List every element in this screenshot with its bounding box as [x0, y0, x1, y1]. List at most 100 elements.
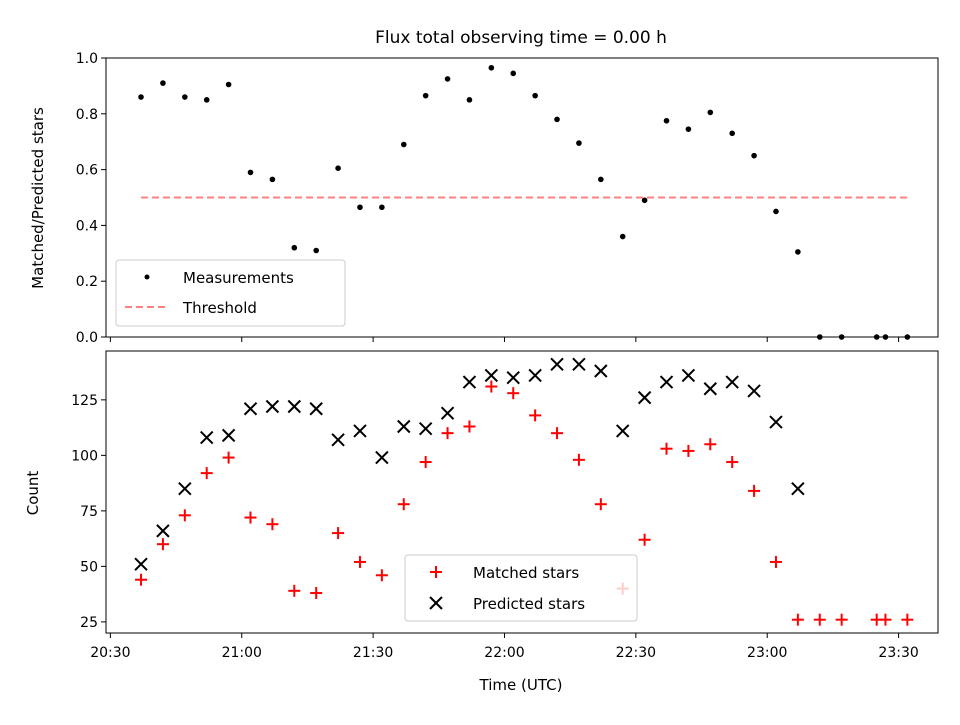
- predicted-star-point: [353, 424, 367, 438]
- measurement-point: [751, 152, 757, 159]
- predicted-star-mark-b: [616, 424, 630, 438]
- measurement-point: [707, 109, 714, 116]
- bottom-xtick-label: 20:30: [90, 645, 130, 661]
- measurement-point: [729, 130, 735, 137]
- measurement-point: [357, 204, 363, 211]
- matched-star-point: [485, 380, 498, 393]
- top-ytick-label: 1.0: [76, 51, 98, 67]
- measurement-point: [554, 116, 560, 123]
- measurement-point: [160, 80, 166, 86]
- predicted-star-mark-b: [791, 481, 805, 496]
- predicted-star-mark-b: [287, 399, 302, 414]
- predicted-star-point: [134, 557, 148, 571]
- top-ytick-label: 0.8: [76, 107, 98, 123]
- predicted-star-mark-b: [200, 430, 214, 445]
- measurement-point: [685, 126, 692, 132]
- matched-star-point: [660, 442, 673, 455]
- matched-star-point: [332, 527, 345, 540]
- bottom-xtick-label: 21:30: [353, 645, 393, 661]
- bottom-ytick-label: 100: [71, 448, 98, 464]
- matched-star-point: [353, 555, 366, 568]
- predicted-star-mark-b: [637, 390, 652, 405]
- predicted-star-mark-b: [331, 433, 345, 447]
- matched-star-point: [419, 456, 432, 469]
- matched-star-point: [441, 427, 454, 440]
- matched-star-point: [638, 533, 651, 546]
- predicted-star-mark-b: [265, 399, 280, 414]
- matched-star-point: [244, 511, 257, 524]
- predicted-star-point: [791, 481, 805, 496]
- predicted-star-mark-b: [221, 428, 236, 443]
- predicted-star-point: [418, 422, 433, 436]
- bottom-xtick-label: 21:00: [222, 645, 262, 661]
- top-ytick-label: 0.0: [76, 330, 98, 346]
- bottom-axes-frame: [105, 350, 939, 634]
- measurement-point: [291, 244, 298, 251]
- predicted-star-mark-b: [659, 375, 674, 389]
- bottom-ytick-label: 25: [80, 615, 98, 631]
- predicted-star-point: [703, 382, 718, 396]
- matched-star-point: [682, 444, 695, 457]
- predicted-star-point: [156, 524, 170, 538]
- predicted-star-mark-b: [397, 419, 411, 434]
- predicted-star-point: [637, 390, 652, 405]
- predicted-star-mark-b: [353, 424, 367, 438]
- measurement-point: [466, 97, 473, 103]
- top-legend: Measurements Threshold: [115, 259, 346, 327]
- predicted-star-mark-b: [178, 481, 192, 496]
- measurement-point: [488, 64, 495, 71]
- predicted-star-point: [550, 357, 564, 372]
- matched-star-point: [222, 451, 235, 464]
- matched-star-point: [594, 498, 607, 511]
- predicted-star-point: [265, 399, 280, 414]
- legend-marker-measurements: [144, 274, 150, 280]
- predicted-star-mark-b: [528, 368, 542, 383]
- predicted-star-point: [462, 375, 477, 389]
- legend-label-predicted: Predicted stars: [473, 595, 585, 613]
- predicted-star-mark-b: [747, 384, 761, 398]
- predicted-star-mark-b: [243, 402, 258, 416]
- bottom-ytick-label: 125: [71, 393, 98, 409]
- matched-star-point: [572, 453, 585, 466]
- matched-star-point: [551, 427, 564, 440]
- measurement-point: [773, 208, 779, 215]
- predicted-star-point: [769, 415, 783, 429]
- legend-marker-predicted: [429, 596, 443, 610]
- predicted-star-point: [178, 481, 192, 496]
- top-ytick-label: 0.2: [76, 274, 98, 290]
- predicted-star-mark-b: [594, 364, 608, 378]
- bottom-xtick-label: 22:00: [484, 645, 524, 661]
- measurement-point: [400, 141, 407, 148]
- bottom-plot-area: 25 50 75 100 125 20:30 21:00 21:30 22:00 22:30 23:…: [71, 357, 919, 661]
- predicted-star-mark-b: [703, 382, 718, 396]
- predicted-star-point: [528, 368, 542, 383]
- top-plot-area: 0.0 0.2 0.4 0.6 0.8 1.0: [76, 51, 911, 346]
- measurement-point: [422, 92, 429, 99]
- bottom-y-axis-label: Count: [24, 471, 42, 516]
- matched-star-point: [791, 613, 804, 626]
- measurement-point: [225, 81, 232, 88]
- matched-star-point: [748, 484, 761, 497]
- measurement-point: [510, 70, 517, 77]
- matched-star-point: [507, 387, 520, 400]
- x-axis-label: Time (UTC): [479, 676, 563, 694]
- top-y-axis-label: Matched/Predicted stars: [29, 107, 47, 289]
- top-ytick-label: 0.4: [76, 218, 98, 234]
- predicted-star-mark-b: [725, 375, 739, 389]
- bottom-xtick-label: 22:30: [616, 645, 656, 661]
- predicted-star-point: [440, 406, 455, 420]
- predicted-star-mark-b: [681, 368, 696, 383]
- predicted-star-point: [681, 368, 696, 383]
- legend-label-measurements: Measurements: [183, 269, 294, 287]
- matched-star-point: [178, 509, 191, 522]
- matched-star-point: [266, 518, 279, 531]
- predicted-star-point: [616, 424, 630, 438]
- predicted-star-point: [397, 419, 411, 434]
- bottom-xtick-label: 23:00: [747, 645, 787, 661]
- measurement-point: [313, 247, 319, 254]
- predicted-star-mark-b: [134, 557, 148, 571]
- matched-star-point: [375, 569, 388, 582]
- matched-star-point: [529, 409, 542, 422]
- predicted-star-point: [243, 402, 258, 416]
